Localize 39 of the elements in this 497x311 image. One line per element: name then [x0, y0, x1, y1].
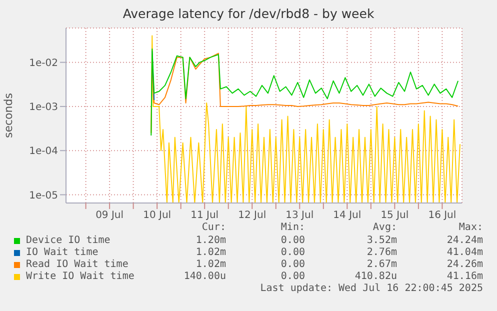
- y-tick-label: 1e-04: [29, 146, 58, 158]
- chart-title: Average latency for /dev/rbd8 - by week: [122, 6, 376, 21]
- x-tick-label: 11 Jul: [190, 210, 219, 222]
- x-tick-label: 13 Jul: [286, 210, 314, 222]
- text: Last update: Wed Jul 16 22:00:45 2025: [259, 283, 484, 295]
- y-tick-label: 1e-05: [29, 190, 58, 202]
- text: 1.20m: [196, 235, 226, 246]
- text: Cur:: [202, 222, 226, 233]
- y-tick-label: 1e-03: [29, 102, 58, 114]
- x-tick-label: 16 Jul: [428, 210, 456, 222]
- text: 140.00u: [184, 271, 226, 282]
- text: Min:: [280, 222, 305, 233]
- text: 24.24m: [446, 235, 483, 246]
- y-tick-label: 1e-02: [29, 58, 58, 69]
- text: Max:: [458, 222, 483, 233]
- text: 0.00: [280, 271, 305, 282]
- x-tick-label: 14 Jul: [333, 210, 362, 222]
- text: 0.00: [280, 259, 305, 270]
- x-tick-label: 09 Jul: [96, 210, 124, 222]
- text: 2.76m: [366, 247, 397, 258]
- text: 3.52m: [366, 235, 397, 246]
- text: 410.82u: [354, 271, 397, 282]
- legend-label: Device IO time: [26, 235, 110, 246]
- legend-label: Write IO Wait time: [26, 271, 134, 282]
- x-tick-label: 10 Jul: [143, 210, 172, 222]
- text: 0.00: [280, 235, 305, 246]
- text: 1.02m: [196, 259, 226, 270]
- text: 2.67m: [366, 259, 397, 270]
- text: 0.00: [280, 247, 305, 258]
- legend-label: Read IO Wait time: [26, 259, 128, 270]
- legend-label: IO Wait time: [26, 247, 98, 258]
- x-tick-label: 15 Jul: [380, 210, 409, 222]
- text: 1.02m: [196, 247, 226, 258]
- text: 41.16m: [446, 271, 483, 282]
- text: 24.26m: [446, 259, 483, 270]
- x-tick-label: 12 Jul: [238, 210, 266, 222]
- y-axis-title: seconds: [2, 92, 15, 138]
- text: Avg:: [372, 222, 397, 233]
- text: 41.04m: [446, 247, 483, 258]
